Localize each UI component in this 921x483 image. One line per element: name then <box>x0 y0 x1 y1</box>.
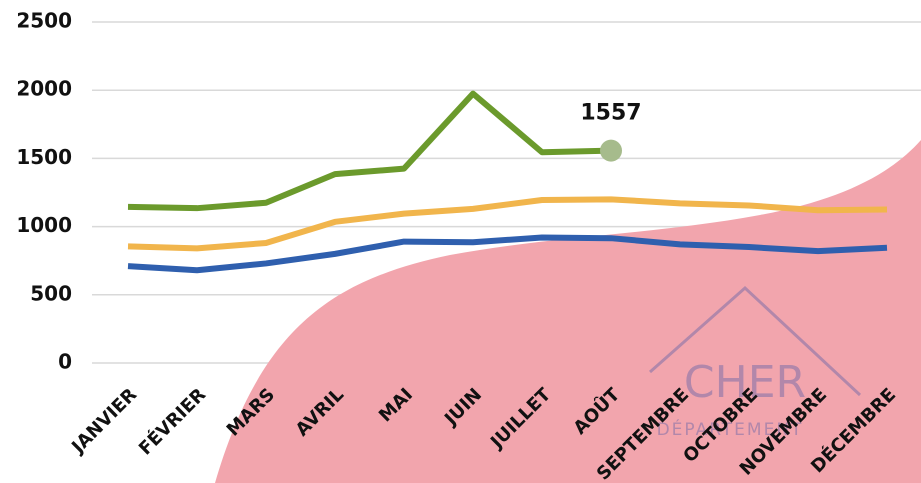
y-tick-label: 2500 <box>16 9 72 33</box>
logo: CHER DÉPARTEMENT <box>649 285 862 440</box>
logo-name: CHER <box>684 357 806 408</box>
y-tick-label: 2000 <box>16 77 72 101</box>
logo-roof <box>649 285 862 397</box>
data-label: 1557 <box>580 101 641 126</box>
line-series <box>127 196 888 252</box>
y-tick-label: 1000 <box>16 213 72 237</box>
x-tick-label: FÉVRIER <box>134 383 210 459</box>
end-marker <box>600 139 622 162</box>
line-series <box>127 90 612 212</box>
background-shape <box>215 140 921 483</box>
y-tick-label: 1500 <box>16 145 72 169</box>
y-tick-label: 500 <box>30 281 72 305</box>
logo-subtitle: DÉPARTEMENT <box>657 418 804 440</box>
x-tick-label: JANVIER <box>66 384 141 459</box>
line-series <box>127 234 888 274</box>
y-tick-label: 0 <box>58 350 72 374</box>
lines: 1557 <box>127 90 888 274</box>
